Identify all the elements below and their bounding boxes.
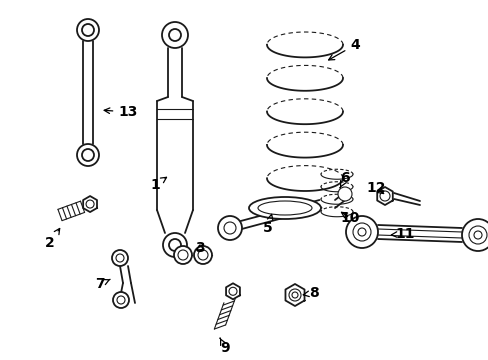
Circle shape — [77, 144, 99, 166]
Circle shape — [461, 219, 488, 251]
Circle shape — [169, 29, 181, 41]
Text: 4: 4 — [328, 38, 359, 60]
Ellipse shape — [258, 201, 311, 215]
Circle shape — [163, 233, 186, 257]
Circle shape — [473, 231, 481, 239]
Ellipse shape — [248, 197, 320, 219]
Circle shape — [352, 223, 370, 241]
Circle shape — [224, 222, 236, 234]
Circle shape — [169, 239, 181, 251]
Text: 12: 12 — [366, 181, 385, 195]
Circle shape — [178, 250, 187, 260]
Text: 8: 8 — [303, 286, 318, 300]
Circle shape — [346, 216, 377, 248]
Text: 5: 5 — [263, 214, 272, 235]
Text: 2: 2 — [45, 229, 60, 250]
Text: 11: 11 — [390, 227, 414, 241]
Text: 3: 3 — [195, 241, 204, 255]
Circle shape — [218, 216, 242, 240]
Circle shape — [194, 246, 212, 264]
Circle shape — [468, 226, 486, 244]
Text: 10: 10 — [340, 211, 359, 225]
Circle shape — [82, 149, 94, 161]
Circle shape — [174, 246, 192, 264]
Text: 1: 1 — [150, 177, 166, 192]
Circle shape — [112, 250, 128, 266]
Circle shape — [82, 24, 94, 36]
Circle shape — [337, 187, 351, 201]
Circle shape — [86, 200, 94, 208]
Text: 7: 7 — [95, 277, 110, 291]
Text: 13: 13 — [104, 105, 138, 119]
Circle shape — [198, 250, 207, 260]
Circle shape — [379, 191, 389, 201]
Circle shape — [113, 292, 129, 308]
Circle shape — [357, 228, 365, 236]
Circle shape — [291, 292, 297, 298]
Text: 6: 6 — [340, 171, 349, 188]
Circle shape — [77, 19, 99, 41]
Circle shape — [162, 22, 187, 48]
Circle shape — [116, 254, 124, 262]
Circle shape — [117, 296, 125, 304]
Text: 9: 9 — [220, 338, 229, 355]
Circle shape — [228, 287, 237, 295]
Circle shape — [288, 289, 301, 301]
